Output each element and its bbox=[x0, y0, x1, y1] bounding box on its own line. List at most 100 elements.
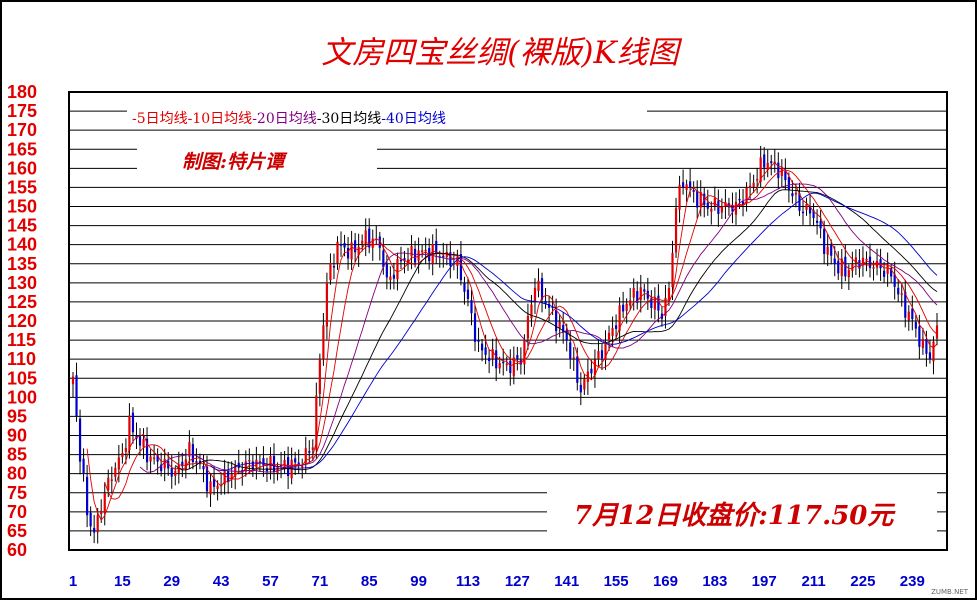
candle bbox=[643, 283, 646, 301]
candle bbox=[276, 462, 279, 481]
candle bbox=[512, 346, 515, 385]
x-tick-label: 71 bbox=[312, 573, 329, 590]
y-tick-label: 180 bbox=[7, 82, 37, 102]
watermark: ZUMB.NET bbox=[931, 588, 969, 596]
candle bbox=[121, 443, 124, 464]
label-masks bbox=[127, 106, 937, 539]
candle bbox=[329, 253, 332, 285]
candle bbox=[103, 482, 106, 526]
candle bbox=[808, 193, 812, 227]
candle bbox=[787, 172, 790, 203]
candle bbox=[837, 251, 840, 280]
candle bbox=[86, 464, 89, 528]
candle bbox=[114, 462, 117, 482]
legend-entry: -5日均线 bbox=[132, 111, 188, 127]
candle bbox=[325, 272, 329, 340]
x-tick-label: 197 bbox=[752, 573, 777, 590]
candle bbox=[82, 448, 85, 482]
candle bbox=[544, 288, 547, 309]
candle bbox=[110, 466, 113, 494]
candle bbox=[209, 473, 212, 507]
candle bbox=[332, 253, 336, 280]
chart-title: 文房四宝丝绸(裸版)K线图 bbox=[321, 35, 682, 71]
gridlines bbox=[69, 110, 947, 532]
candle bbox=[354, 233, 357, 263]
y-tick-label: 160 bbox=[7, 158, 37, 178]
candle bbox=[530, 294, 533, 327]
x-tick-label: 225 bbox=[850, 573, 875, 590]
candle bbox=[470, 289, 473, 326]
author-label: 制图:特片谭 bbox=[182, 151, 288, 173]
candle bbox=[480, 339, 484, 362]
candle bbox=[272, 443, 276, 484]
candle bbox=[766, 149, 769, 178]
candle bbox=[131, 407, 135, 444]
y-tick-label: 165 bbox=[7, 139, 37, 159]
y-tick-label: 100 bbox=[7, 387, 37, 407]
candle bbox=[883, 261, 886, 283]
candle bbox=[607, 325, 611, 351]
candle bbox=[533, 278, 537, 315]
candle bbox=[89, 506, 92, 537]
candle bbox=[149, 449, 152, 474]
y-tick-label: 175 bbox=[7, 101, 37, 121]
y-tick-label: 125 bbox=[7, 292, 37, 312]
candle bbox=[724, 189, 727, 219]
candle bbox=[364, 218, 367, 257]
candle bbox=[745, 182, 748, 212]
candle bbox=[812, 203, 815, 227]
candle bbox=[674, 197, 678, 258]
candle bbox=[463, 276, 466, 305]
candle bbox=[392, 262, 396, 290]
candle bbox=[579, 372, 582, 406]
y-tick-label: 70 bbox=[7, 502, 27, 522]
candle bbox=[537, 268, 540, 298]
x-axis-labels: 1 15 29 43 57 71 85 99 113 127 141 155 169 183 197 211 2… bbox=[69, 573, 925, 590]
candle bbox=[784, 158, 787, 190]
candle bbox=[699, 180, 702, 217]
candle bbox=[403, 250, 406, 274]
candle bbox=[653, 287, 656, 320]
candle bbox=[435, 228, 438, 264]
candle bbox=[798, 182, 801, 217]
candle bbox=[819, 210, 822, 239]
candle bbox=[491, 338, 494, 367]
candle bbox=[907, 305, 910, 331]
candle bbox=[248, 448, 251, 474]
candle bbox=[145, 427, 149, 471]
candle bbox=[914, 314, 917, 338]
candle bbox=[322, 312, 325, 366]
candle bbox=[153, 444, 156, 465]
candle bbox=[382, 237, 385, 275]
x-tick-label: 155 bbox=[604, 573, 629, 590]
y-tick-label: 110 bbox=[7, 349, 36, 369]
candle bbox=[593, 349, 597, 388]
candle bbox=[368, 218, 371, 254]
candle bbox=[216, 480, 219, 501]
candle bbox=[540, 272, 544, 313]
candle bbox=[505, 356, 508, 372]
candle bbox=[689, 168, 692, 198]
candle bbox=[160, 452, 163, 477]
y-tick-label: 90 bbox=[7, 426, 27, 446]
candle bbox=[756, 167, 759, 194]
x-tick-label: 29 bbox=[163, 573, 180, 590]
candle bbox=[886, 252, 889, 287]
candle bbox=[378, 231, 381, 261]
candle bbox=[445, 243, 448, 266]
x-tick-label: 1 bbox=[69, 573, 77, 590]
candle bbox=[632, 278, 635, 311]
y-tick-label: 75 bbox=[7, 483, 27, 503]
candle bbox=[265, 457, 269, 483]
candle bbox=[604, 330, 607, 370]
candle bbox=[893, 261, 896, 300]
candle bbox=[78, 409, 82, 475]
x-tick-label: 43 bbox=[213, 573, 230, 590]
ma-5-line bbox=[86, 161, 938, 521]
candle bbox=[706, 189, 709, 216]
candle bbox=[424, 237, 427, 264]
candle bbox=[516, 346, 519, 371]
candle bbox=[935, 312, 939, 346]
candle bbox=[336, 236, 339, 270]
candle bbox=[488, 348, 491, 374]
